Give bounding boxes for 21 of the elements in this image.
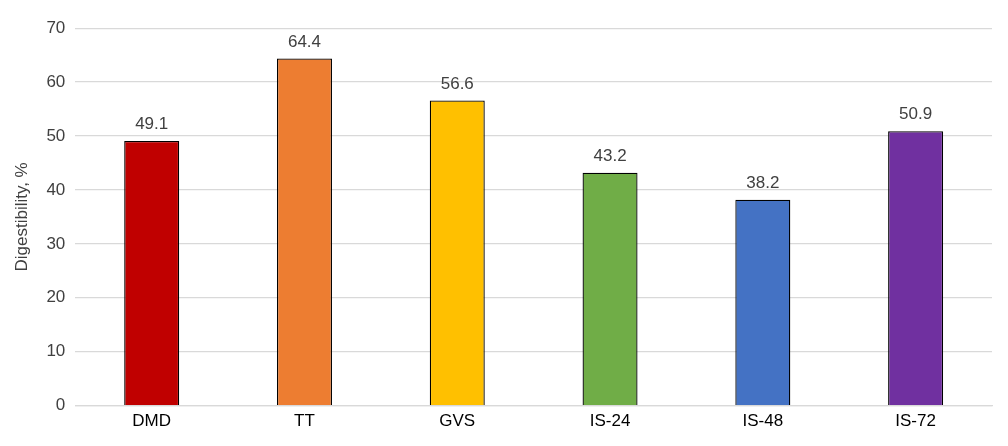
data-label: 43.2	[593, 145, 627, 165]
y-tick-label: 10	[46, 341, 66, 361]
x-tick-label: GVS	[439, 411, 476, 431]
x-tick-label: IS-24	[589, 411, 631, 431]
data-label: 56.6	[440, 73, 474, 93]
y-tick-label: 60	[46, 71, 66, 91]
data-label: 49.1	[135, 114, 169, 134]
x-tick-label: IS-72	[895, 411, 936, 431]
y-tick-label: 30	[46, 233, 66, 253]
data-label: 64.4	[287, 31, 322, 51]
y-tick-label: 50	[46, 125, 66, 145]
y-tick-label: 70	[46, 17, 66, 37]
y-tick-label: 40	[46, 179, 66, 199]
x-tick-label: IS-48	[742, 411, 784, 431]
x-tick-label: TT	[294, 411, 315, 431]
y-tick-label: 0	[55, 395, 66, 415]
data-label: 50.9	[899, 104, 933, 124]
data-label: 38.2	[746, 172, 780, 192]
y-axis-title: Digestibility, %	[11, 162, 31, 272]
x-tick-label: DMD	[132, 411, 172, 431]
y-tick-label: 20	[46, 287, 66, 307]
